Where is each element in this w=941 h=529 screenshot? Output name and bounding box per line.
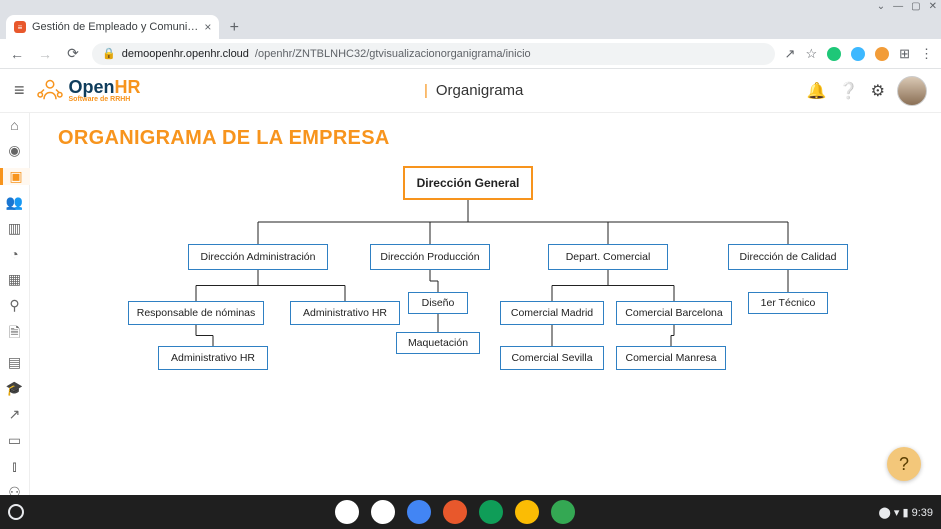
os-taskbar: ⬤ ▾ ▮ 9:39 <box>0 495 941 529</box>
brand-logo[interactable]: OpenHR Software de RRHH <box>35 78 141 104</box>
org-chart: Dirección General Dirección Administració… <box>58 166 878 426</box>
extension-icon[interactable] <box>875 47 889 61</box>
rail-item-group[interactable]: 👥 <box>0 194 30 211</box>
rail-item-column[interactable]: ▥ <box>0 220 30 237</box>
window-close-icon[interactable]: ✕ <box>929 1 937 12</box>
org-node[interactable]: Maquetación <box>396 332 480 354</box>
taskbar-app-icon[interactable] <box>479 500 503 524</box>
extension-icon[interactable] <box>851 47 865 61</box>
taskbar-status[interactable]: ⬤ ▾ ▮ 9:39 <box>879 506 933 519</box>
help-icon[interactable]: ❔ <box>839 81 859 101</box>
rail-item-calendar[interactable]: ▦ <box>0 271 30 288</box>
rail-item-school[interactable]: 🎓 <box>0 380 30 397</box>
org-node[interactable]: Dirección General <box>403 166 533 200</box>
taskbar-app-icon[interactable] <box>335 500 359 524</box>
launcher-icon[interactable] <box>8 504 24 520</box>
rail-item-timer[interactable]: ◔ <box>0 246 30 262</box>
taskbar-app-icon[interactable] <box>407 500 431 524</box>
tab-close-icon[interactable]: × <box>204 20 211 34</box>
rail-item-org[interactable]: ▣ <box>0 168 30 185</box>
org-node[interactable]: Administrativo HR <box>158 346 268 370</box>
org-node[interactable]: Dirección de Calidad <box>728 244 848 270</box>
page-heading: ORGANIGRAMA DE LA EMPRESA <box>58 127 913 150</box>
hamburger-icon[interactable]: ≡ <box>14 80 25 101</box>
notifications-icon[interactable]: 🔔 <box>807 81 827 101</box>
rail-item-person[interactable]: ◉ <box>0 142 30 159</box>
taskbar-apps <box>32 500 879 524</box>
org-node[interactable]: Comercial Madrid <box>500 301 604 325</box>
rail-item-card[interactable]: ▭ <box>0 432 30 449</box>
tab-title: Gestión de Empleado y Comuni… <box>32 21 198 33</box>
org-node[interactable]: Dirección Administración <box>188 244 328 270</box>
brand-subtitle: Software de RRHH <box>69 96 141 103</box>
browser-tab[interactable]: ≡ Gestión de Empleado y Comuni… × <box>6 15 219 39</box>
rail-item-chart[interactable]: ↗ <box>0 406 30 423</box>
org-node[interactable]: Comercial Sevilla <box>500 346 604 370</box>
main-content: ORGANIGRAMA DE LA EMPRESA Dirección Gene… <box>30 113 941 495</box>
page-title: | Organigrama <box>424 82 523 99</box>
avatar[interactable] <box>897 76 927 106</box>
nav-reload-icon[interactable]: ⟳ <box>64 45 82 62</box>
brand-accent: HR <box>115 77 141 97</box>
share-icon[interactable]: ↗ <box>785 46 796 62</box>
org-node[interactable]: Comercial Barcelona <box>616 301 732 325</box>
window-min-icon[interactable]: ⌄ <box>877 1 885 12</box>
brand-mark-icon <box>35 78 65 104</box>
page-title-text: Organigrama <box>436 82 524 99</box>
url-host: demoopenhr.openhr.cloud <box>122 48 249 60</box>
lock-icon: 🔒 <box>102 47 116 60</box>
nav-back-icon[interactable]: ← <box>8 46 26 62</box>
rail-item-file[interactable]: 🗎 <box>0 323 30 345</box>
extension-icon[interactable] <box>827 47 841 61</box>
org-node[interactable]: Depart. Comercial <box>548 244 668 270</box>
browser-tabstrip: ≡ Gestión de Empleado y Comuni… × + <box>0 13 941 39</box>
rail-item-stack[interactable]: ▤ <box>0 354 30 371</box>
rail-item-key[interactable]: ⚲ <box>0 297 30 314</box>
window-maximize-icon[interactable]: ▢ <box>911 1 920 12</box>
favicon-icon: ≡ <box>14 21 26 33</box>
taskbar-app-icon[interactable] <box>515 500 539 524</box>
org-node[interactable]: Responsable de nóminas <box>128 301 264 325</box>
browser-extensions: ↗ ☆ ⊞ ⋮ <box>785 46 933 62</box>
address-bar[interactable]: 🔒 demoopenhr.openhr.cloud/openhr/ZNTBLNH… <box>92 43 775 65</box>
taskbar-app-icon[interactable] <box>371 500 395 524</box>
window-controls: ⌄ — ▢ ✕ <box>0 0 941 13</box>
settings-icon[interactable]: ⚙ <box>871 81 885 101</box>
nav-forward-icon: → <box>36 46 54 62</box>
org-node[interactable]: Dirección Producción <box>370 244 490 270</box>
puzzle-icon[interactable]: ⊞ <box>899 46 910 62</box>
brand-main: Open <box>69 77 115 97</box>
title-divider-icon: | <box>424 82 428 99</box>
taskbar-app-icon[interactable] <box>551 500 575 524</box>
side-rail: ⌂◉▣👥▥◔▦⚲🗎▤🎓↗▭⫾⚇ <box>0 113 30 495</box>
app-header: ≡ OpenHR Software de RRHH | Organigrama … <box>0 69 941 113</box>
star-icon[interactable]: ☆ <box>805 46 817 62</box>
rail-item-home[interactable]: ⌂ <box>0 117 30 133</box>
help-fab[interactable]: ? <box>887 447 921 481</box>
taskbar-app-icon[interactable] <box>443 500 467 524</box>
browser-toolbar: ← → ⟳ 🔒 demoopenhr.openhr.cloud/openhr/Z… <box>0 39 941 69</box>
url-path: /openhr/ZNTBLNHC32/gtvisualizacionorgani… <box>255 48 531 60</box>
org-node[interactable]: 1er Técnico <box>748 292 828 314</box>
kebab-icon[interactable]: ⋮ <box>920 46 933 62</box>
org-node[interactable]: Administrativo HR <box>290 301 400 325</box>
org-node[interactable]: Comercial Manresa <box>616 346 726 370</box>
window-minimize-icon[interactable]: — <box>893 1 903 12</box>
new-tab-button[interactable]: + <box>223 17 245 39</box>
rail-item-bars[interactable]: ⫾ <box>0 458 30 475</box>
org-node[interactable]: Diseño <box>408 292 468 314</box>
